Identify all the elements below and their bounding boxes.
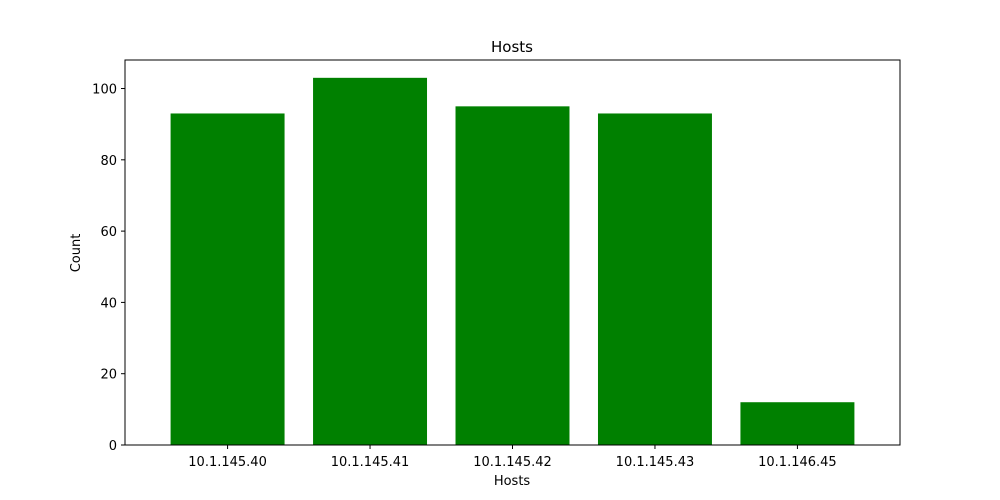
bar <box>313 77 428 446</box>
bar <box>740 402 855 445</box>
bars-group <box>170 77 855 446</box>
bar <box>455 106 570 445</box>
y-axis-label: Count <box>69 234 84 273</box>
bar <box>170 113 285 445</box>
y-tick-label: 0 <box>109 439 117 454</box>
y-tick-label: 60 <box>100 225 117 240</box>
y-tick-label: 20 <box>100 368 117 383</box>
x-axis: 10.1.145.40 10.1.145.41 10.1.145.42 10.1.14… <box>188 445 837 470</box>
y-tick-label: 40 <box>100 296 117 311</box>
x-axis-label: Hosts <box>494 474 531 489</box>
x-tick-label: 10.1.145.43 <box>616 455 695 470</box>
x-tick-label: 10.1.146.45 <box>758 455 837 470</box>
chart-title: Hosts <box>491 38 533 56</box>
x-tick-label: 10.1.145.40 <box>188 455 267 470</box>
x-tick-label: 10.1.145.41 <box>331 455 410 470</box>
x-tick-label: 10.1.145.42 <box>473 455 552 470</box>
y-axis: 0 20 40 60 80 100 <box>92 83 125 454</box>
y-tick-label: 100 <box>92 83 117 98</box>
bar <box>597 113 712 445</box>
y-tick-label: 80 <box>100 154 117 169</box>
